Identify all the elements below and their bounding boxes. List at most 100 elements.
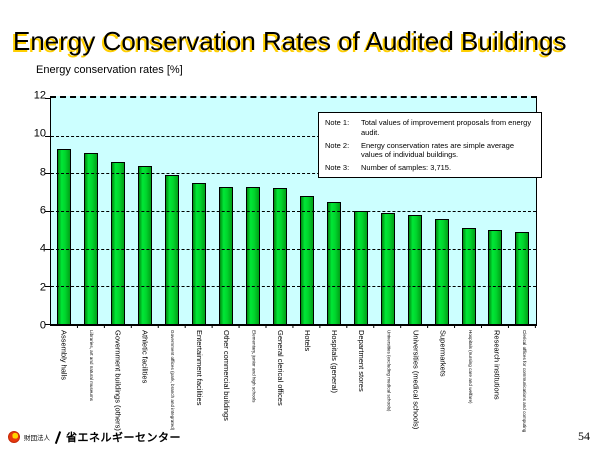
x-axis-cell: Universities (excluding medical schools) xyxy=(375,330,402,442)
y-axis-tick-label: 4 xyxy=(39,242,46,255)
bar-slot xyxy=(105,98,132,324)
bar-slot xyxy=(428,98,455,324)
y-axis-tick xyxy=(45,135,51,137)
bar xyxy=(219,186,234,324)
x-axis-cell: Research institutions xyxy=(483,330,510,442)
y-axis-tick xyxy=(45,211,51,212)
bar-slot xyxy=(78,98,105,324)
x-axis-label: Research institutions xyxy=(492,330,502,400)
bar xyxy=(326,201,341,324)
footer-org-name: 省エネルギーセンター xyxy=(66,432,181,444)
notes-box: Note 1: Total values of improvement propo… xyxy=(318,112,542,178)
bar xyxy=(111,162,126,324)
gridline xyxy=(51,173,536,175)
page-number: 54 xyxy=(578,429,590,443)
note-text: Total values of improvement proposals fr… xyxy=(361,118,532,137)
y-axis-tick-label: 10 xyxy=(33,127,46,140)
footer-org-prefix: 財団法人 xyxy=(24,435,50,442)
y-axis-tick xyxy=(45,173,51,175)
x-axis-cell: Hospitals (nursing care and welfare) xyxy=(456,330,483,442)
x-axis-cell: Hospitals (general) xyxy=(321,330,348,442)
bar xyxy=(353,211,368,324)
note-label: Note 2: xyxy=(325,140,350,150)
x-axis-cell: Athletic facilities xyxy=(131,330,158,442)
y-axis: 0 2 4 6 8 10 12 xyxy=(24,90,46,331)
x-axis-label: Clerical offices for communications and … xyxy=(522,330,527,433)
bar xyxy=(461,227,476,324)
y-axis-title: Energy conservation rates [%] xyxy=(36,64,183,76)
gridline xyxy=(51,211,536,212)
bar xyxy=(57,148,72,324)
bar-slot xyxy=(401,98,428,324)
x-axis-label: Libraries, art and natural museums xyxy=(89,330,94,401)
x-axis-label: Universities (excluding medical schools) xyxy=(386,330,392,412)
x-axis-cell: Entertainment facilities xyxy=(185,330,212,442)
x-axis-label: Department stores xyxy=(357,330,367,392)
x-axis-cell: Supermarkets xyxy=(429,330,456,442)
x-axis-cell: Hotels xyxy=(294,330,321,442)
note-text: Number of samples: 3,715. xyxy=(361,163,452,172)
bar-slot xyxy=(51,98,78,324)
x-axis-cell: Department stores xyxy=(348,330,375,442)
x-axis-label: Assembly halls xyxy=(59,330,69,381)
x-axis-label: Hotels xyxy=(303,330,313,352)
bar xyxy=(272,188,287,324)
gridline xyxy=(51,135,536,137)
y-axis-tick xyxy=(45,98,51,99)
x-axis-cell: Government offices (park, branch and int… xyxy=(158,330,185,442)
x-axis-label: General clerical offices xyxy=(275,330,285,406)
bar xyxy=(488,229,503,324)
x-axis-label: Supermarkets xyxy=(438,330,448,377)
x-axis-label: Government offices (park, branch and int… xyxy=(170,330,176,431)
x-axis-label: Elementary, junior and high schools xyxy=(251,330,257,403)
x-axis-cell: Elementary, junior and high schools xyxy=(239,330,266,442)
x-axis-label: Government buildings (others) xyxy=(113,330,123,431)
x-axis-labels: Assembly halls Libraries, art and natural… xyxy=(50,330,537,442)
note-label: Note 1: xyxy=(325,118,350,127)
bar-slot xyxy=(455,98,482,324)
x-axis-cell: Clerical offices for communications and … xyxy=(510,330,537,442)
y-axis-tick xyxy=(45,324,51,325)
bar xyxy=(407,214,422,324)
x-axis-cell: General clerical offices xyxy=(267,330,294,442)
gridline xyxy=(51,248,536,250)
bar-slot xyxy=(132,98,159,324)
bar xyxy=(84,152,99,324)
x-axis-label: Hospitals (general) xyxy=(330,330,340,393)
bar xyxy=(138,165,153,324)
bar-slot xyxy=(213,98,240,324)
bar-slot xyxy=(293,98,320,324)
bar-slot xyxy=(240,98,267,324)
y-axis-tick-label: 12 xyxy=(33,89,46,102)
x-axis-cell: Assembly halls xyxy=(50,330,77,442)
bar xyxy=(515,231,530,324)
x-axis-label: Entertainment facilities xyxy=(194,330,204,406)
page-title: Energy Conservation Rates of Audited Bui… xyxy=(13,26,567,56)
y-axis-tick-label: 2 xyxy=(39,281,46,294)
bar-slot xyxy=(374,98,401,324)
y-axis-tick-label: 0 xyxy=(39,319,46,332)
footer-slash-divider xyxy=(54,432,62,443)
bar-slot xyxy=(320,98,347,324)
x-axis-cell: Government buildings (others) xyxy=(104,330,131,442)
x-axis-cell: Libraries, art and natural museums xyxy=(77,330,104,442)
x-axis-label: Hospitals (nursing care and welfare) xyxy=(467,330,473,404)
bar xyxy=(246,186,261,324)
note-item: Note 1: Total values of improvement propo… xyxy=(325,118,535,138)
x-axis-ticks xyxy=(51,324,536,328)
x-axis-label: Athletic facilities xyxy=(140,330,150,384)
bar-slot xyxy=(509,98,536,324)
bar xyxy=(380,212,395,324)
y-axis-tick-label: 8 xyxy=(39,166,46,179)
note-label: Note 3: xyxy=(325,163,350,172)
x-axis-cell: Other commercial buildings xyxy=(212,330,239,442)
eccj-logo-icon xyxy=(8,431,20,443)
x-axis-label: Other commercial buildings xyxy=(221,330,231,421)
bar xyxy=(192,182,207,324)
bar-slot xyxy=(267,98,294,324)
y-axis-tick xyxy=(45,248,51,250)
bar xyxy=(434,218,449,324)
bar xyxy=(299,195,314,324)
y-axis-tick xyxy=(45,286,51,288)
